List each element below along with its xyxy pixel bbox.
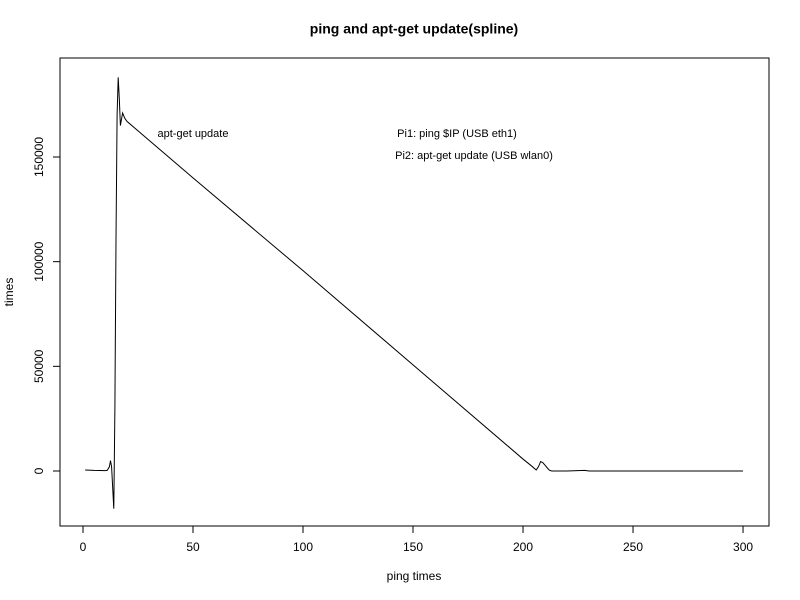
- y-tick-label: 50000: [32, 349, 46, 383]
- x-tick-label: 0: [80, 540, 87, 554]
- y-axis-label: times: [2, 278, 16, 307]
- y-tick-label: 100000: [32, 241, 46, 281]
- data-line: [85, 77, 744, 509]
- annotation: Pi2: apt-get update (USB wlan0): [395, 150, 553, 162]
- y-tick-label: 150000: [32, 137, 46, 177]
- x-tick-label: 200: [513, 540, 533, 554]
- annotation: apt-get update: [158, 128, 229, 140]
- x-tick-label: 50: [186, 540, 200, 554]
- x-tick-label: 250: [623, 540, 643, 554]
- annotation: Pi1: ping $IP (USB eth1): [397, 128, 517, 140]
- y-tick-label: 0: [32, 467, 46, 474]
- x-axis-label: ping times: [387, 569, 442, 583]
- chart-title: ping and apt-get update(spline): [310, 21, 518, 37]
- x-tick-label: 150: [403, 540, 423, 554]
- x-tick-label: 100: [293, 540, 313, 554]
- x-tick-label: 300: [733, 540, 753, 554]
